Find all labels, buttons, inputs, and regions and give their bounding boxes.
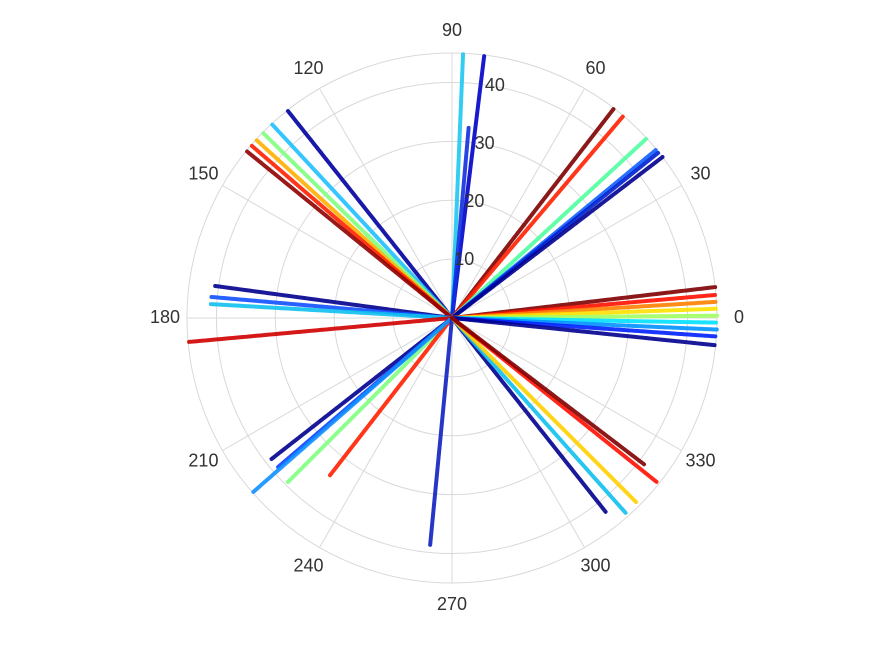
ray-series [450,113,626,320]
ray-series [244,148,454,320]
theta-tick-label: 0 [734,307,744,327]
ray-series [450,316,639,505]
grid-spoke [451,317,585,548]
r-tick-label: 20 [464,191,484,211]
theta-tick-label: 300 [580,555,610,575]
ray-series [208,302,454,320]
ray-series [450,316,628,515]
grid-spoke [451,317,682,451]
grid-spoke [222,317,453,451]
ray-series [428,316,454,547]
grid-spoke [319,317,453,548]
ray-series [450,136,649,320]
ray-series [285,316,454,485]
grid-spoke [451,185,682,319]
theta-tick-label: 240 [293,555,323,575]
theta-tick-label: 90 [442,20,462,40]
r-tick-label: 30 [475,133,495,153]
ray-series [450,125,471,320]
theta-tick-label: 120 [293,58,323,78]
theta-tick-label: 150 [188,163,218,183]
ray-series [450,51,466,320]
ray-series [269,121,454,320]
ray-series [328,316,454,478]
theta-tick-label: 210 [188,450,218,470]
r-tick-label: 10 [454,249,474,269]
ray-series [186,316,454,345]
theta-tick-label: 330 [686,450,716,470]
ray-series [450,155,665,320]
theta-tick-label: 60 [585,58,605,78]
grid-spoke [451,88,585,319]
ray-series [285,108,454,320]
theta-tick-label: 30 [691,163,711,183]
ray-series [450,316,647,467]
theta-tick-label: 270 [437,594,467,614]
ray-series [450,316,608,514]
r-tick-label: 40 [485,75,505,95]
grid-spoke [222,185,453,319]
ray-series [250,316,454,495]
ray-series [450,316,718,348]
ray-series [450,106,617,320]
grid-spoke [319,88,453,319]
theta-tick-label: 180 [150,307,180,327]
